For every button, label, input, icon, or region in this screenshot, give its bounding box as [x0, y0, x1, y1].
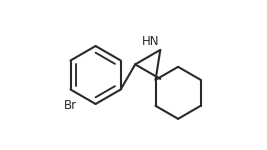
Text: HN: HN: [142, 35, 160, 48]
Text: Br: Br: [64, 99, 77, 112]
